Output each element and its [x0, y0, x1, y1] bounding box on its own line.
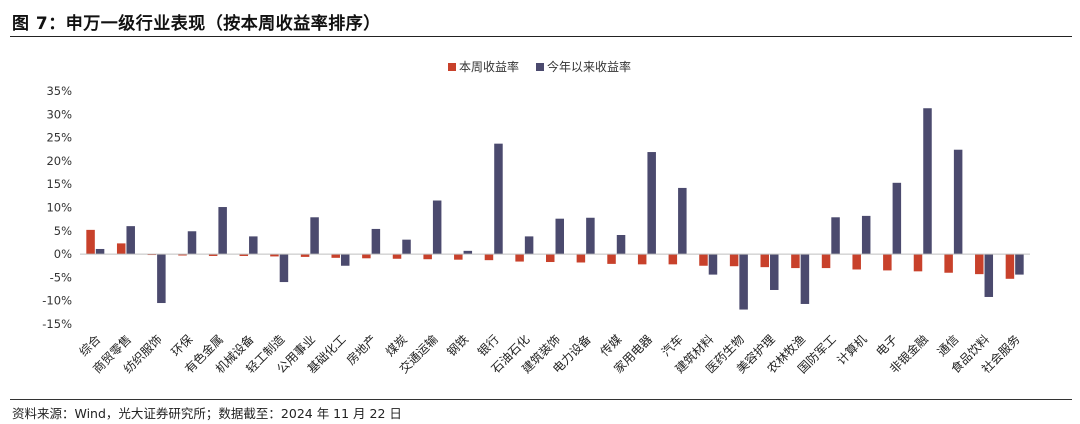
x-category-label: 煤炭 — [383, 332, 410, 359]
bar-weekly — [239, 254, 249, 256]
bar-weekly — [116, 243, 126, 255]
bar-weekly — [546, 254, 555, 263]
bar-weekly — [699, 254, 708, 266]
bar-weekly — [270, 254, 279, 257]
bar-weekly — [423, 254, 432, 260]
bar-weekly — [637, 254, 647, 265]
bar-ytd — [310, 217, 319, 255]
title-divider — [10, 36, 1072, 37]
bar-weekly — [484, 254, 494, 261]
bar-ytd — [432, 200, 442, 255]
bar-weekly — [944, 254, 953, 273]
bar-weekly — [821, 254, 831, 269]
bar-ytd — [586, 217, 595, 255]
x-category-label: 传媒 — [597, 332, 625, 360]
y-axis: 35% 30% 25% 20% 15% 10% 5% 0% -5% -10% -15% — [42, 84, 72, 331]
bar-ytd — [678, 187, 687, 255]
y-tick-label: -5% — [50, 270, 72, 284]
bar-weekly — [300, 254, 310, 257]
bar-weekly — [668, 254, 678, 265]
bar-weekly — [515, 254, 524, 262]
bar-weekly — [576, 254, 586, 263]
y-tick-label: 20% — [46, 154, 72, 168]
bar-ytd — [340, 254, 350, 266]
y-tick-label: 10% — [46, 201, 72, 215]
bar-ytd — [892, 182, 902, 255]
y-tick-label: 15% — [46, 177, 72, 191]
legend-label-2: 今年以来收益率 — [547, 59, 631, 74]
x-category-label: 通信 — [935, 332, 962, 359]
x-category-label: 房地产 — [343, 332, 379, 368]
bar-weekly — [791, 254, 800, 269]
bar-ytd — [95, 248, 105, 255]
bar-ytd — [249, 236, 258, 255]
bar-ytd — [647, 152, 656, 255]
y-tick-label: 30% — [46, 107, 72, 121]
bar-ytd — [984, 254, 994, 297]
x-category-label: 环保 — [168, 332, 195, 359]
legend-swatch-2 — [536, 63, 544, 71]
bar-ytd — [800, 254, 810, 304]
bar-ytd — [739, 254, 748, 310]
y-tick-label: -15% — [42, 317, 72, 331]
bar-weekly — [607, 254, 616, 264]
bar-ytd — [524, 236, 534, 255]
bar-weekly — [86, 229, 95, 255]
source-note: 资料来源：Wind，光大证券研究所；数据截至：2024 年 11 月 22 日 — [12, 406, 402, 421]
x-category-label: 银行 — [475, 332, 502, 359]
x-category-label: 汽车 — [658, 332, 686, 360]
bar-ytd — [218, 207, 227, 255]
bar-weekly — [454, 254, 463, 260]
bar-ytd — [923, 108, 932, 255]
y-tick-label: 5% — [54, 224, 72, 238]
bar-weekly — [178, 254, 187, 256]
bar-ytd — [279, 254, 289, 283]
bar-ytd — [1015, 254, 1024, 275]
bar-weekly — [392, 254, 402, 259]
bar-ytd — [157, 254, 166, 304]
bar-weekly — [331, 254, 340, 258]
bar-ytd — [463, 250, 473, 255]
footer-divider — [10, 399, 1072, 400]
bar-weekly — [1005, 254, 1015, 279]
y-tick-label: 25% — [46, 131, 72, 145]
bar-weekly — [729, 254, 739, 267]
legend-label-1: 本周收益率 — [459, 59, 519, 74]
x-category-label: 计算机 — [833, 332, 869, 368]
bars — [86, 108, 1024, 310]
legend-swatch-1 — [448, 63, 456, 71]
bar-ytd — [555, 218, 564, 255]
bar-ytd — [371, 228, 381, 255]
y-tick-label: -10% — [42, 294, 72, 308]
y-tick-label: 0% — [54, 247, 72, 261]
bar-ytd — [187, 231, 197, 255]
x-category-label: 钢铁 — [444, 332, 471, 359]
legend: 本周收益率 今年以来收益率 — [448, 59, 631, 74]
bar-ytd — [616, 234, 626, 255]
bar-ytd — [861, 215, 871, 255]
bar-weekly — [913, 254, 923, 272]
bar-weekly — [760, 254, 770, 268]
bar-ytd — [126, 226, 135, 255]
bar-weekly — [208, 254, 218, 256]
bar-ytd — [494, 143, 503, 255]
x-category-label: 综合 — [76, 332, 104, 360]
bar-ytd — [831, 217, 840, 255]
bar-weekly — [883, 254, 892, 271]
bar-ytd — [953, 149, 963, 255]
bar-weekly — [975, 254, 984, 275]
bar-weekly — [362, 254, 371, 259]
bar-ytd — [708, 254, 718, 275]
bar-weekly — [852, 254, 861, 270]
x-category-label: 电子 — [873, 332, 900, 359]
y-tick-label: 35% — [46, 84, 72, 98]
bar-ytd — [402, 239, 411, 255]
bar-ytd — [770, 254, 779, 290]
chart-title: 图 7：申万一级行业表现（按本周收益率排序） — [12, 14, 381, 34]
bar-chart: 本周收益率 今年以来收益率 35% 30% 25% 20% 15% 10% 5% 0% -5% -1… — [42, 59, 1030, 376]
